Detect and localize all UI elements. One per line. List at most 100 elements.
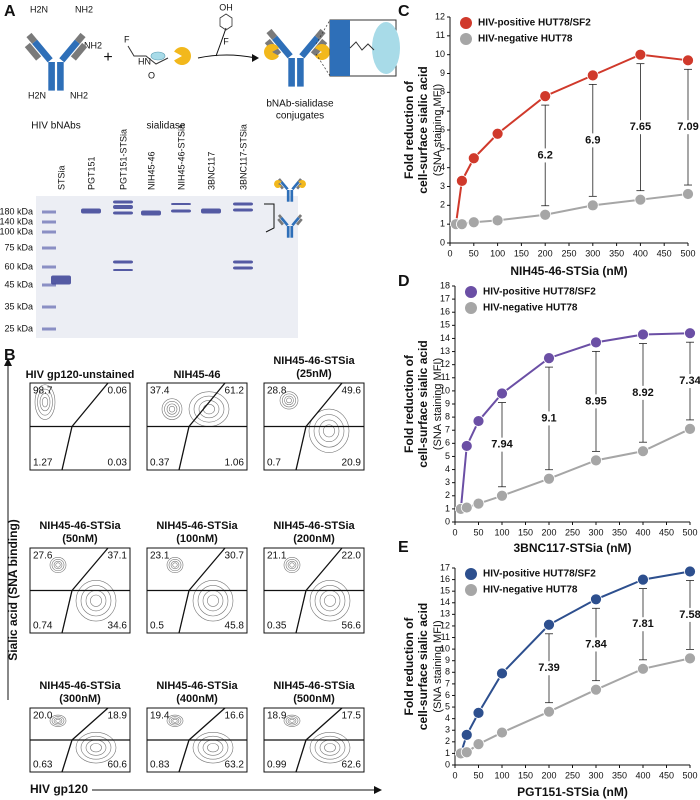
antibody-tip bbox=[277, 178, 283, 183]
gate-line bbox=[178, 590, 190, 634]
contour bbox=[309, 732, 351, 764]
x-tick-label: 300 bbox=[585, 248, 600, 258]
y-tick-label: 17 bbox=[440, 562, 450, 572]
lane-label: STSia bbox=[56, 165, 66, 190]
quadrant-value: 19.4 bbox=[150, 711, 170, 722]
quadrant-value: 45.8 bbox=[225, 621, 245, 632]
fold-label: 8.92 bbox=[632, 387, 653, 399]
fold-label: 6.9 bbox=[585, 134, 600, 146]
y-tick-label: 11 bbox=[441, 372, 450, 382]
fold-label: 6.2 bbox=[538, 149, 553, 161]
gate-line bbox=[178, 426, 190, 471]
plot-subtitle: (500nM) bbox=[293, 693, 335, 705]
contour bbox=[279, 391, 299, 410]
contour bbox=[283, 714, 301, 727]
x-axis-label: NIH45-46-STSia (nM) bbox=[510, 264, 627, 278]
antibody-stem bbox=[48, 62, 55, 91]
y-tick-label: 9 bbox=[445, 655, 450, 665]
quadrant-value: 27.6 bbox=[33, 551, 53, 562]
contour bbox=[39, 393, 51, 412]
x-tick-label: 200 bbox=[541, 770, 556, 780]
gel-band bbox=[81, 208, 101, 214]
y-tick-label: 6 bbox=[440, 124, 445, 134]
data-point bbox=[634, 193, 647, 206]
quadrant-value: 56.6 bbox=[342, 621, 362, 632]
x-tick-label: 150 bbox=[514, 248, 529, 258]
marker-label: 100 kDa bbox=[0, 226, 33, 236]
ladder-band bbox=[42, 305, 56, 309]
quadrant-value: 20.9 bbox=[342, 458, 362, 469]
contour bbox=[80, 585, 112, 617]
sialidase-icon bbox=[174, 47, 191, 65]
quadrant-value: 62.6 bbox=[342, 760, 362, 771]
contour bbox=[289, 562, 295, 568]
contour bbox=[192, 579, 234, 622]
gel-band bbox=[113, 200, 133, 204]
data-point bbox=[590, 593, 602, 606]
plot-title: NIH45-46-STSia bbox=[156, 680, 238, 692]
label-bg bbox=[537, 411, 561, 426]
y-tick-label: 6 bbox=[445, 690, 450, 700]
legend-marker bbox=[465, 302, 477, 314]
panel-label: C bbox=[398, 3, 410, 20]
atom-label: HN bbox=[138, 56, 151, 66]
amine-label: NH2 bbox=[84, 40, 102, 50]
gel-band bbox=[201, 208, 221, 214]
y-tick-label: 2 bbox=[440, 200, 445, 210]
reagent-bond bbox=[127, 45, 169, 65]
data-point bbox=[543, 472, 555, 485]
data-point bbox=[543, 618, 555, 631]
lane-label: PGT151 bbox=[86, 156, 96, 190]
label-bg bbox=[490, 437, 514, 452]
y-tick-label: 0 bbox=[445, 516, 450, 526]
quadrant-value: 0.7 bbox=[267, 458, 281, 469]
y-tick-label: 0 bbox=[445, 759, 450, 769]
data-point bbox=[472, 738, 485, 751]
quadrant-value: 18.9 bbox=[267, 711, 287, 722]
contour bbox=[284, 395, 294, 406]
axis-arrow bbox=[374, 786, 382, 794]
x-tick-label: 0 bbox=[452, 527, 457, 537]
data-point bbox=[586, 69, 599, 82]
contour bbox=[324, 743, 336, 753]
contour bbox=[53, 560, 63, 570]
data-point bbox=[684, 327, 696, 340]
x-tick-label: 150 bbox=[518, 770, 533, 780]
fold-label: 7.34 bbox=[679, 375, 700, 387]
gate-line bbox=[61, 590, 73, 634]
quadrant-value: 49.6 bbox=[342, 386, 362, 397]
label-bg bbox=[580, 133, 605, 148]
antibody-arm bbox=[291, 216, 300, 227]
data-point bbox=[637, 573, 649, 586]
gate-line bbox=[295, 590, 307, 634]
y-tick-label: 14 bbox=[440, 597, 450, 607]
legend-label: HIV-positive HUT78/SF2 bbox=[478, 18, 591, 29]
marker-label: 60 kDa bbox=[4, 261, 33, 271]
contour bbox=[207, 594, 219, 607]
gel-band bbox=[171, 203, 191, 205]
contour bbox=[318, 419, 340, 443]
lane-label: 3BNC117 bbox=[206, 152, 216, 190]
data-point bbox=[455, 218, 468, 231]
antibody-arm bbox=[70, 42, 88, 61]
series-line bbox=[459, 570, 691, 754]
data-point bbox=[472, 706, 485, 719]
series-line bbox=[459, 332, 691, 509]
antibody-tip bbox=[297, 178, 303, 183]
sialidase-icon bbox=[298, 179, 306, 188]
inset-enzyme bbox=[372, 22, 400, 74]
lane-label: NIH45-46-STSia bbox=[176, 124, 186, 190]
panel-label: A bbox=[4, 3, 16, 20]
contour bbox=[313, 414, 345, 448]
y-tick-label: 3 bbox=[445, 477, 450, 487]
ladder-band bbox=[42, 327, 56, 331]
quadrant-value: 1.27 bbox=[33, 458, 53, 469]
y-axis-label: (SNA staining MFI) bbox=[432, 620, 444, 712]
x-tick-label: 350 bbox=[612, 770, 627, 780]
x-tick-label: 400 bbox=[635, 527, 650, 537]
gate-line bbox=[295, 426, 307, 471]
quadrant-value: 0.37 bbox=[150, 458, 170, 469]
y-tick-label: 16 bbox=[440, 307, 450, 317]
marker-label: 45 kDa bbox=[4, 279, 33, 289]
legend-label: HIV-positive HUT78/SF2 bbox=[483, 287, 596, 298]
